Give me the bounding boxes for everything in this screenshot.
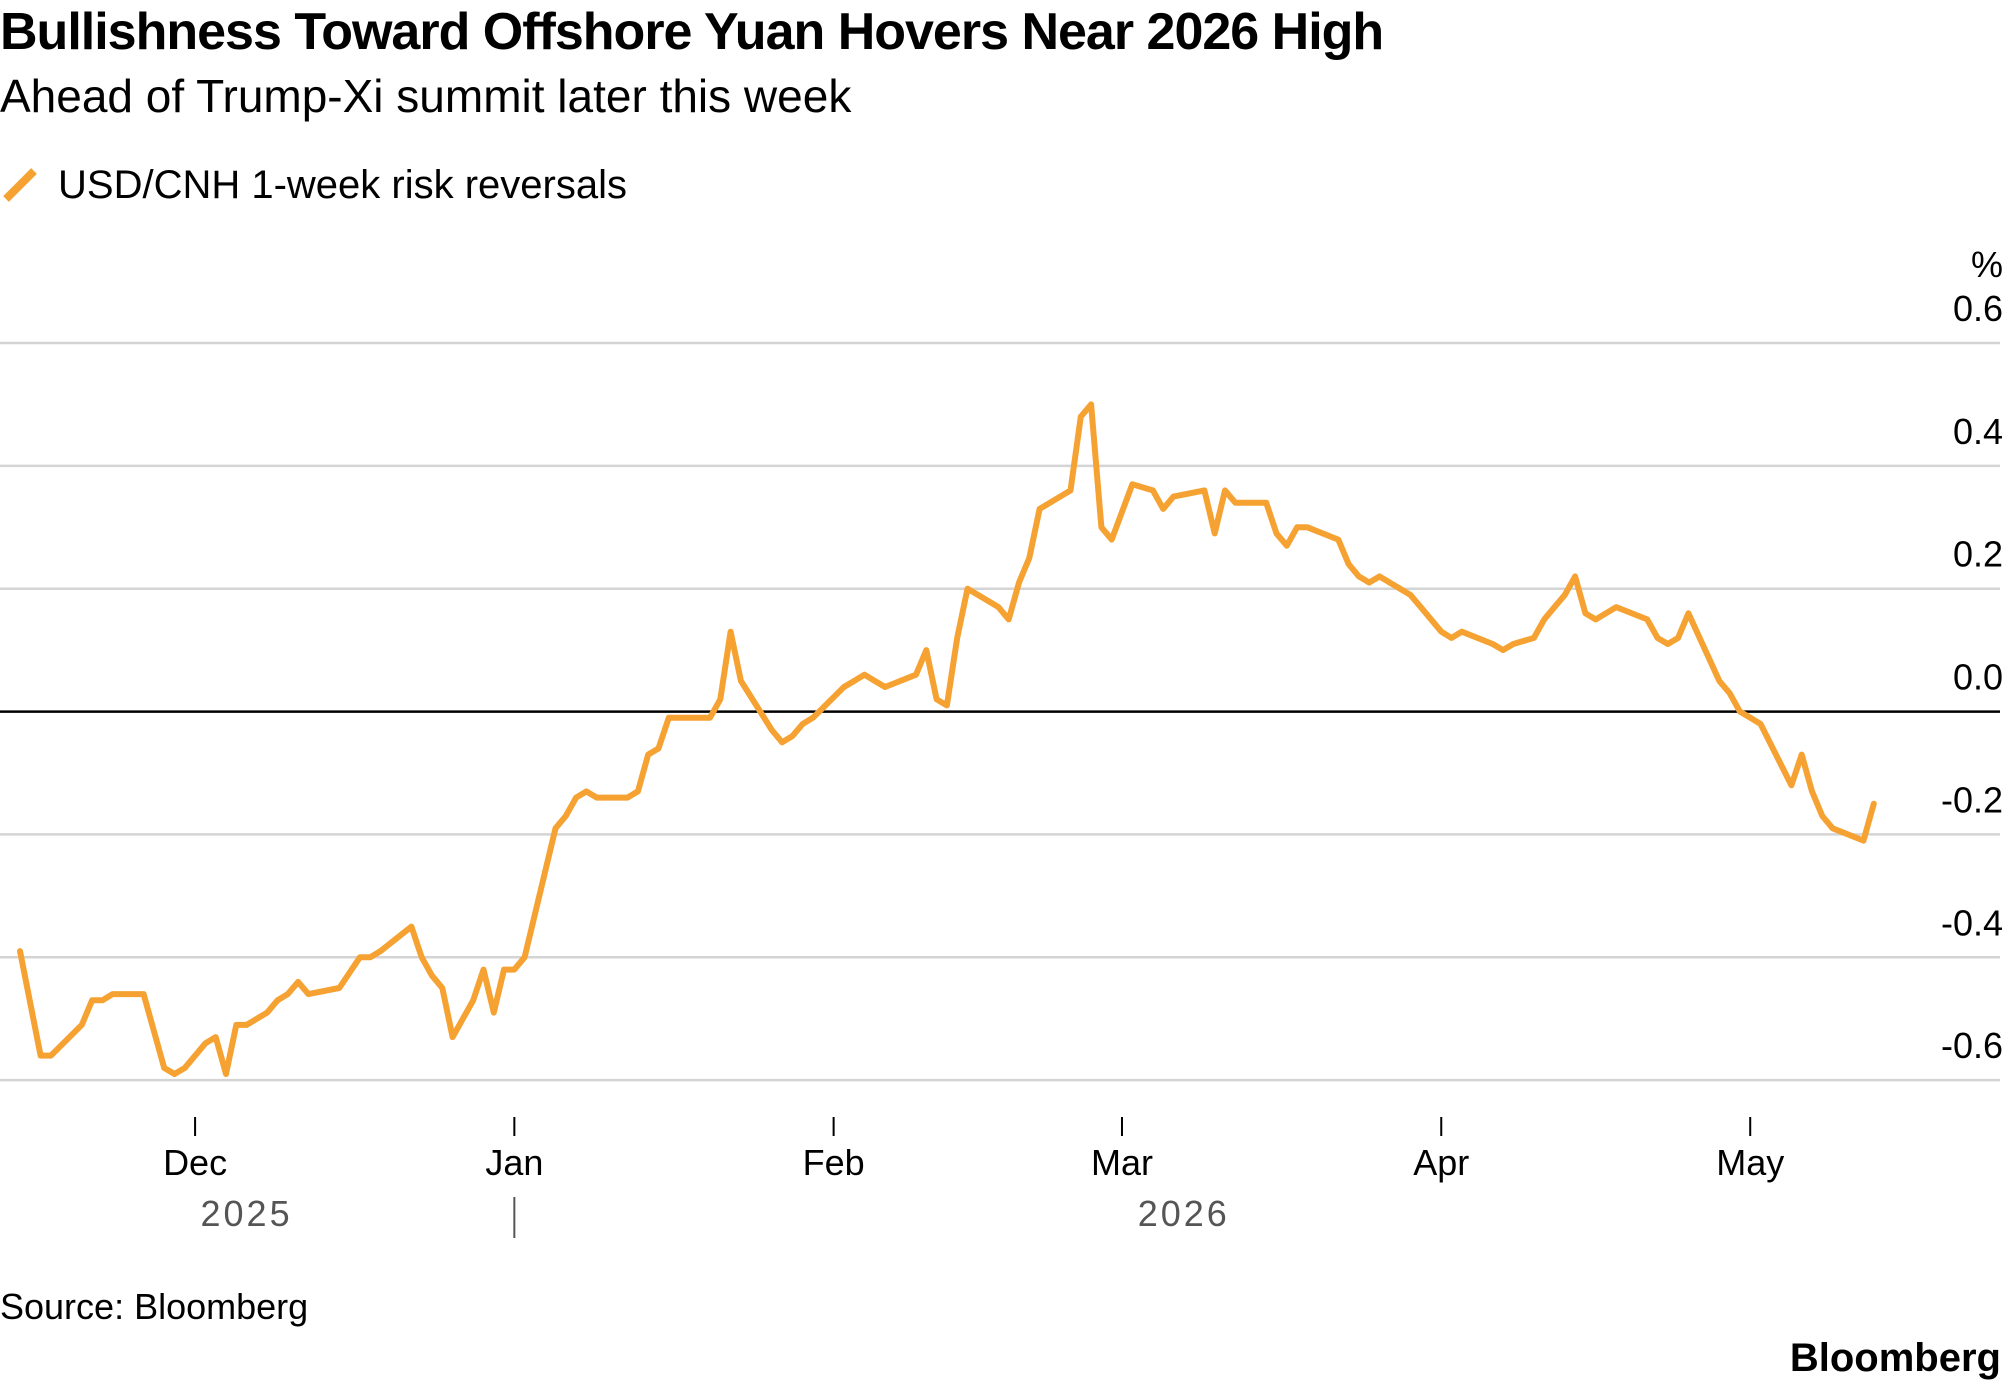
x-tick-label: Feb — [803, 1142, 865, 1183]
y-tick-label: 0.4 — [1953, 411, 2003, 452]
x-axis: Dec Jan Feb Mar Apr May 2025 2026 — [163, 1117, 1784, 1238]
series-line — [17, 401, 1877, 1077]
legend-label: USD/CNH 1-week risk reversals — [58, 162, 627, 207]
x-tick-label: Mar — [1091, 1142, 1153, 1183]
source-note: Source: Bloomberg — [0, 1286, 309, 1327]
grid-lines — [0, 341, 2000, 1082]
y-tick-label: -0.4 — [1941, 902, 2003, 943]
x-tick-label: Jan — [485, 1142, 543, 1183]
y-tick-label: 0.0 — [1953, 657, 2003, 698]
series — [17, 401, 1877, 1077]
chart-title: Bullishness Toward Offshore Yuan Hovers … — [0, 3, 1384, 61]
year-label: 2025 — [201, 1193, 293, 1234]
chart-subtitle: Ahead of Trump-Xi summit later this week — [0, 70, 852, 122]
x-tick-label: May — [1716, 1142, 1784, 1183]
y-tick-label: 0.6 — [1953, 288, 2003, 329]
x-tick-label: Apr — [1413, 1142, 1469, 1183]
legend: USD/CNH 1-week risk reversals — [0, 160, 627, 210]
y-axis: % 0.6 0.4 0.2 0.0 -0.2 -0.4 -0.6 — [1941, 244, 2003, 1066]
legend-swatch-icon — [3, 168, 37, 202]
year-label: 2026 — [1138, 1193, 1230, 1234]
y-tick-label: -0.2 — [1941, 779, 2003, 820]
brand-logo: Bloomberg — [1789, 1336, 2001, 1380]
x-tick-label: Dec — [163, 1142, 227, 1183]
y-tick-label: 0.2 — [1953, 534, 2003, 575]
y-unit-label: % — [1971, 244, 2003, 285]
y-tick-label: -0.6 — [1941, 1025, 2003, 1066]
